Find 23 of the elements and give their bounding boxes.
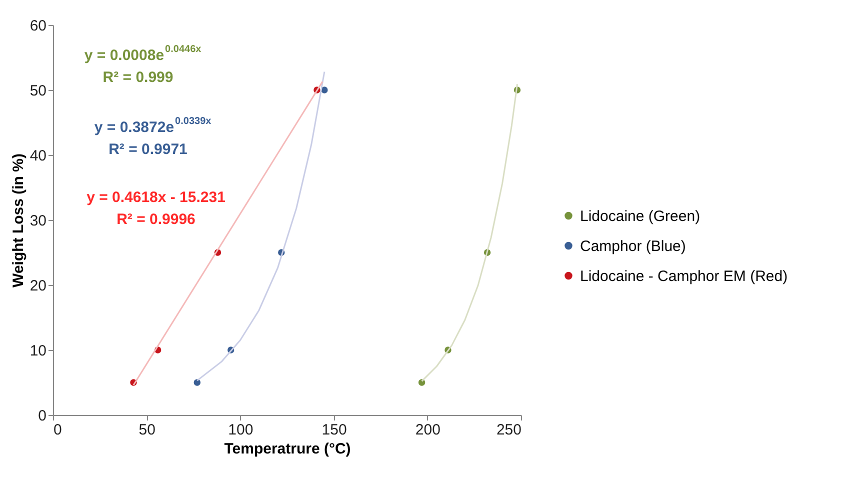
x-tick-label: 50	[138, 422, 156, 438]
legend-label: Lidocaine (Green)	[580, 208, 700, 225]
x-tick-label: 250	[496, 422, 522, 438]
x-axis-title: Temperatrure (°C)	[224, 440, 351, 458]
y-tick-label: 60	[30, 18, 46, 34]
x-tick-label: 0	[54, 422, 62, 438]
legend-label: Lidocaine - Camphor EM (Red)	[580, 268, 788, 285]
y-tick-label: 0	[38, 408, 46, 424]
point	[194, 379, 200, 386]
annotation: R² = 0.9996	[116, 211, 196, 228]
y-tick-label: 30	[30, 212, 46, 230]
y-axis-title: Weight Loss (in %)	[10, 154, 27, 288]
annotation: R² = 0.999	[102, 69, 174, 86]
x-tick-label: 100	[228, 422, 254, 438]
y-tick-label: 40	[30, 148, 46, 164]
y-tick-label: 10	[30, 342, 46, 360]
y-tick-label: 50	[30, 82, 46, 100]
annotation: y = 0.4618x - 15.231	[86, 189, 226, 206]
legend-label: Camphor (Blue)	[580, 238, 686, 255]
annotation: R² = 0.9971	[108, 141, 188, 158]
x-tick-label: 200	[415, 422, 440, 438]
y-tick-label: 20	[30, 278, 46, 294]
x-tick-label: 150	[322, 422, 347, 438]
